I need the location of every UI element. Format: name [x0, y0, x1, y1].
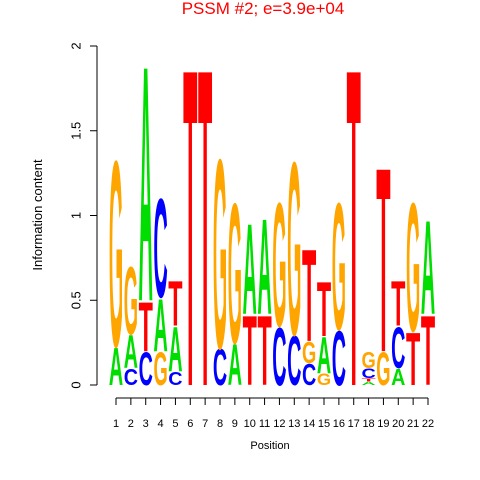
logo-letter: T: [139, 288, 153, 367]
x-tick-label: 12: [273, 418, 285, 430]
logo-letter: A: [124, 325, 138, 378]
x-tick-label: 11: [259, 418, 270, 430]
logo-letter: A: [317, 328, 331, 385]
y-axis-label: Information content: [30, 159, 45, 271]
x-tick-label: 10: [244, 418, 256, 430]
logo-letter: G: [124, 247, 138, 355]
logo-letter: C: [139, 342, 153, 395]
logo-letter: G: [361, 348, 375, 374]
logo-letter: T: [391, 270, 405, 340]
logo-letter: C: [302, 359, 316, 392]
logo-letter: T: [183, 0, 197, 480]
chart-title: PSSM #2; e=3.9e+04: [182, 0, 345, 18]
logo-letter: G: [272, 165, 286, 363]
logo-letter: C: [272, 311, 286, 403]
x-tick-label: 17: [348, 418, 360, 430]
logo-letter: T: [406, 317, 420, 401]
logo-letter: G: [406, 165, 420, 370]
x-tick-label: 9: [232, 418, 238, 430]
logo-letter: A: [139, 0, 153, 372]
logo-letter: G: [287, 111, 301, 387]
x-tick-label: 3: [143, 418, 149, 430]
logo-letter: G: [376, 343, 390, 396]
logo-letter: A: [228, 333, 242, 399]
logo-letter: G: [332, 166, 346, 369]
y-tick-label: 1.5: [68, 122, 83, 140]
logo-letter: T: [421, 297, 435, 407]
x-tick-label: 1: [113, 418, 119, 430]
x-axis-label: Position: [250, 440, 289, 452]
x-tick-label: 18: [362, 418, 374, 430]
logo-letter: G: [109, 105, 123, 403]
logo-letter: C: [361, 365, 375, 381]
x-tick-label: 6: [187, 418, 193, 430]
logo-letter: T: [257, 297, 271, 407]
logo-letter: T: [168, 270, 182, 340]
logo-letter: G: [317, 370, 331, 389]
logo-letter: G: [213, 102, 227, 405]
x-tick-label: 22: [422, 418, 434, 430]
x-tick-label: 7: [202, 418, 208, 430]
x-tick-label: 15: [318, 418, 330, 430]
logo-letter: T: [302, 223, 316, 371]
logo-letter: A: [391, 363, 406, 390]
logo-letter: T: [198, 0, 212, 480]
logo-letter: A: [421, 193, 435, 343]
logo-letter: C: [168, 369, 182, 389]
logo-letter: T: [361, 377, 376, 382]
logo-letter: T: [347, 0, 361, 480]
logo-letter: A: [257, 191, 271, 344]
y-tick-label: 2: [68, 42, 83, 49]
logo-letter: G: [302, 336, 316, 370]
x-tick-label: 14: [303, 418, 315, 430]
logo-letter: A: [153, 283, 167, 368]
x-tick-label: 20: [392, 418, 404, 430]
logo-letter: G: [228, 162, 242, 386]
logo-letter: C: [213, 340, 227, 397]
logo-letter: G: [153, 343, 167, 396]
logo-letter: T: [376, 113, 390, 407]
x-tick-label: 19: [377, 418, 389, 430]
x-tick-label: 5: [172, 418, 178, 430]
logo-letter: T: [243, 297, 257, 407]
y-tick-label: 1: [68, 212, 83, 219]
x-tick-label: 13: [288, 418, 300, 430]
logo-letter: C: [287, 321, 301, 400]
x-tick-label: 8: [217, 418, 223, 430]
x-tick-label: 21: [407, 418, 419, 430]
logo-letter: C: [391, 316, 405, 382]
logo-letter: C: [153, 171, 167, 328]
y-tick-label: 0.5: [68, 291, 83, 309]
x-tick-label: 4: [158, 418, 164, 430]
y-tick-label: 0: [68, 381, 83, 388]
logo-letter: A: [168, 313, 182, 385]
logo-letter: A: [243, 196, 257, 341]
logo-letter: T: [317, 267, 331, 354]
logo-letter: A: [109, 336, 123, 397]
x-tick-label: 2: [128, 418, 134, 430]
logo-letter: C: [124, 363, 139, 390]
logo-letter: C: [332, 316, 346, 402]
x-tick-label: 16: [333, 418, 345, 430]
logo-letter: A: [361, 381, 375, 386]
